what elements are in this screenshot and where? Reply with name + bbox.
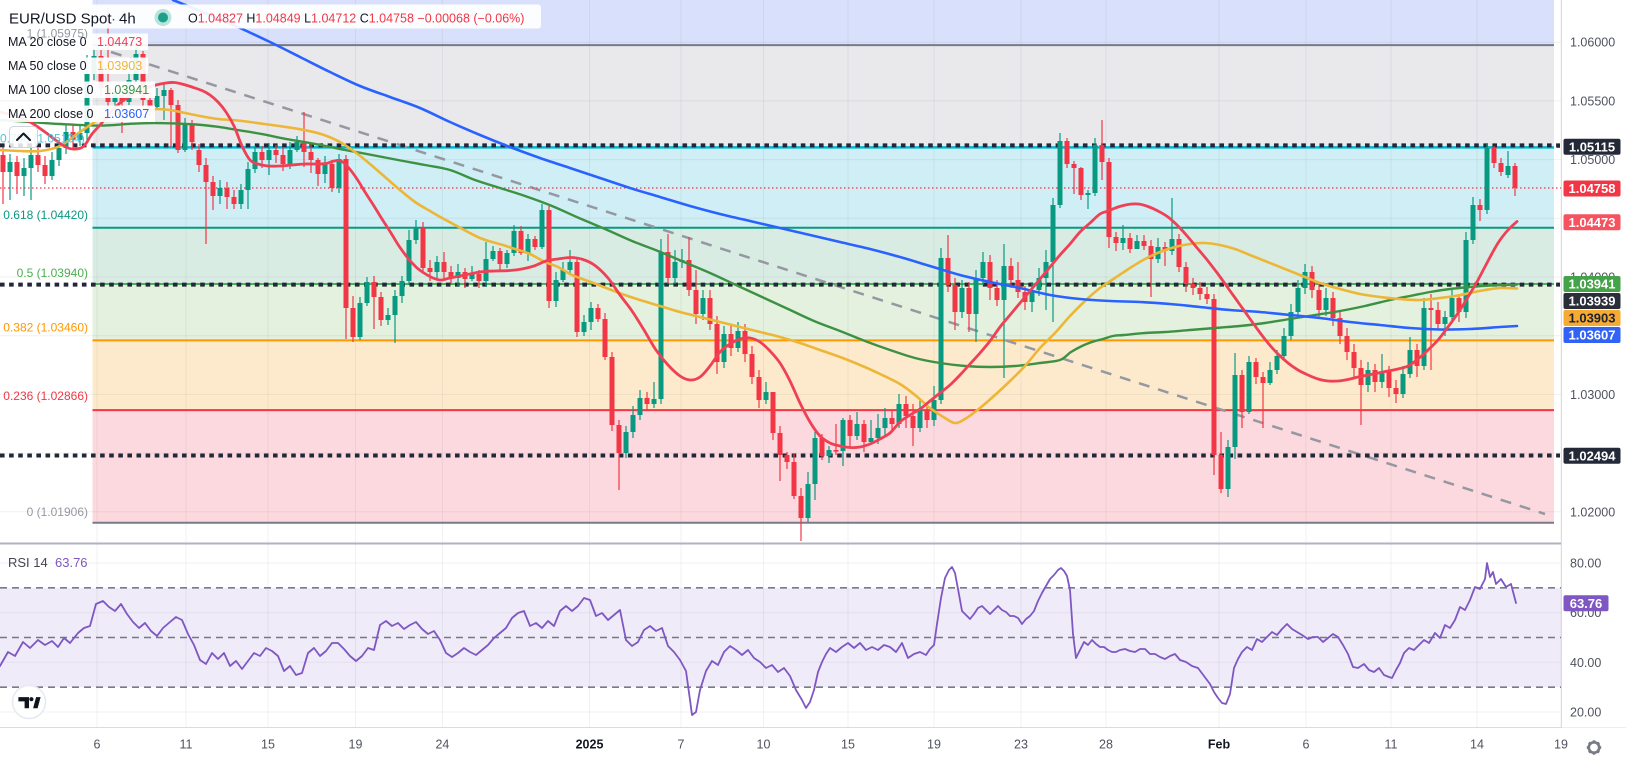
svg-text:80.00: 80.00 <box>1570 557 1601 571</box>
svg-text:14: 14 <box>1470 738 1484 752</box>
svg-text:19: 19 <box>1554 738 1568 752</box>
svg-text:1.06000: 1.06000 <box>1570 36 1615 50</box>
svg-text:1.05500: 1.05500 <box>1570 94 1615 108</box>
svg-text:0.618 (1.04420): 0.618 (1.04420) <box>3 208 88 222</box>
svg-text:1.03000: 1.03000 <box>1570 388 1615 402</box>
svg-text:1.03941: 1.03941 <box>104 83 149 97</box>
svg-text:24: 24 <box>435 738 449 752</box>
svg-text:·: · <box>111 11 116 28</box>
svg-text:6: 6 <box>94 738 101 752</box>
svg-text:MA 50 close 0: MA 50 close 0 <box>8 59 87 73</box>
svg-text:0.382 (1.03460): 0.382 (1.03460) <box>3 321 88 335</box>
svg-text:15: 15 <box>841 738 855 752</box>
svg-text:2025: 2025 <box>576 738 604 752</box>
svg-text:O1.04827 H1.04849 L1.04712: O1.04827 H1.04849 L1.04712 C1.04758 −0.0… <box>188 12 524 26</box>
svg-text:1.02000: 1.02000 <box>1570 505 1615 519</box>
svg-text:MA 20 close 0: MA 20 close 0 <box>8 35 87 49</box>
svg-text:23: 23 <box>1014 738 1028 752</box>
svg-text:63.76: 63.76 <box>55 555 88 570</box>
svg-text:EUR/USD Spot: EUR/USD Spot <box>9 11 112 28</box>
svg-text:1.04758: 1.04758 <box>1569 181 1616 196</box>
svg-text:1.02494: 1.02494 <box>1569 448 1617 463</box>
svg-text:4h: 4h <box>119 11 136 28</box>
svg-text:1.04473: 1.04473 <box>97 35 142 49</box>
svg-text:40.00: 40.00 <box>1570 656 1601 670</box>
svg-text:1.03903: 1.03903 <box>1569 311 1616 326</box>
svg-text:6: 6 <box>1303 738 1310 752</box>
svg-text:1.05000: 1.05000 <box>1570 153 1615 167</box>
svg-text:1.03941: 1.03941 <box>1569 277 1616 292</box>
svg-text:1.03903: 1.03903 <box>97 59 142 73</box>
svg-text:1.03607: 1.03607 <box>1569 328 1616 343</box>
svg-text:1 (1.05975): 1 (1.05975) <box>27 27 88 41</box>
svg-text:28: 28 <box>1099 738 1113 752</box>
svg-text:11: 11 <box>180 738 193 752</box>
svg-text:15: 15 <box>261 738 275 752</box>
svg-text:Feb: Feb <box>1208 738 1231 752</box>
svg-text:1.05115: 1.05115 <box>1569 139 1615 154</box>
svg-text:MA 200 close 0: MA 200 close 0 <box>8 107 94 121</box>
svg-text:1.03607: 1.03607 <box>104 107 149 121</box>
svg-text:0.5 (1.03940): 0.5 (1.03940) <box>17 266 88 280</box>
svg-text:19: 19 <box>349 738 363 752</box>
svg-text:MA 100 close 0: MA 100 close 0 <box>8 83 94 97</box>
svg-text:RSI 14: RSI 14 <box>8 555 48 570</box>
svg-text:0 (1.01906): 0 (1.01906) <box>27 505 88 519</box>
svg-text:11: 11 <box>1385 738 1398 752</box>
svg-text:0.236 (1.02866): 0.236 (1.02866) <box>3 389 88 403</box>
svg-text:20.00: 20.00 <box>1570 706 1601 720</box>
svg-text:19: 19 <box>927 738 941 752</box>
svg-text:63.76: 63.76 <box>1570 596 1603 611</box>
svg-text:10: 10 <box>757 738 771 752</box>
svg-text:7: 7 <box>678 738 685 752</box>
svg-text:1.04473: 1.04473 <box>1569 215 1616 230</box>
svg-text:1.03939: 1.03939 <box>1569 294 1616 309</box>
